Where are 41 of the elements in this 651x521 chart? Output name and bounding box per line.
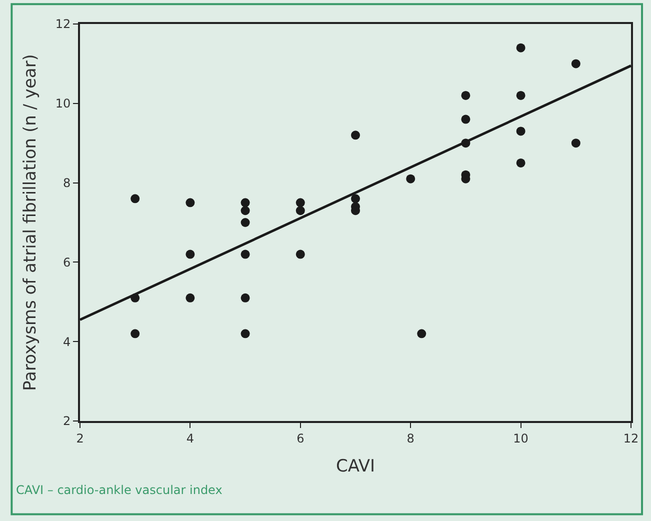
x-tick-label: 2 — [76, 431, 84, 446]
point — [571, 138, 580, 148]
point — [240, 250, 250, 259]
point — [186, 198, 195, 208]
point — [516, 158, 526, 168]
x-tick-label: 4 — [186, 431, 194, 446]
x-tick-label: 6 — [296, 431, 304, 446]
y-tick-label: 4 — [62, 334, 71, 349]
text: CAVI – cardio-ankle vascular index — [16, 483, 222, 497]
point — [351, 194, 360, 204]
point — [461, 90, 470, 100]
point — [240, 198, 250, 208]
point — [296, 250, 305, 259]
y-tick-label: 2 — [62, 414, 71, 428]
point — [186, 250, 195, 259]
point — [130, 329, 140, 338]
x-tick-label: 12 — [623, 431, 639, 446]
x-tick-label: 8 — [406, 431, 414, 446]
y-tick-label: 10 — [55, 96, 71, 111]
point — [516, 43, 526, 52]
point — [516, 90, 526, 100]
point — [186, 293, 195, 302]
point — [351, 130, 360, 140]
point — [240, 293, 250, 302]
point — [296, 206, 305, 216]
x-axis-title: CAVI — [336, 456, 376, 476]
y-tick-label: 8 — [62, 176, 71, 190]
point — [240, 206, 250, 216]
y-tick-label: 6 — [62, 255, 71, 270]
point — [461, 114, 470, 124]
y-tick-label: 12 — [55, 17, 71, 32]
x-tick-label: 10 — [513, 431, 528, 446]
point — [296, 198, 305, 208]
point — [240, 218, 250, 227]
point — [571, 59, 580, 68]
point — [406, 174, 416, 184]
y-axis-title: Paroxysms of atrial fibrillation (n / year) — [20, 54, 40, 391]
point — [516, 126, 526, 136]
point — [130, 194, 140, 204]
point — [240, 329, 250, 338]
point — [417, 329, 426, 338]
